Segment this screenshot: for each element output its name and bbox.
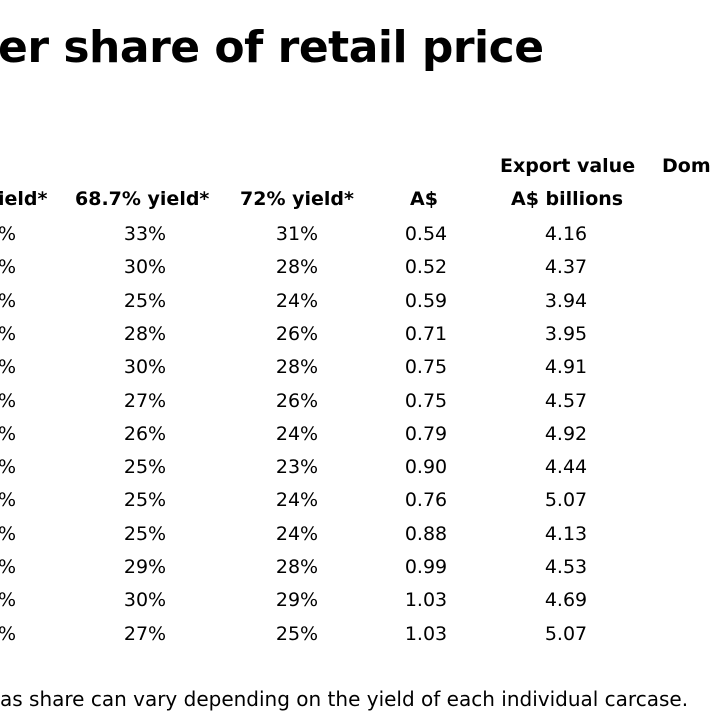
table-cell: 25% [123, 489, 167, 512]
header-domestic-partial: Dom [662, 155, 711, 177]
footnote: as share can vary depending on the yield… [0, 687, 689, 711]
table-cell: % [0, 522, 16, 546]
table-cell: 4.57 [544, 389, 588, 412]
table-cell: 24% [275, 289, 319, 312]
table-cell: % [0, 389, 16, 413]
table-cell: 26% [275, 389, 319, 412]
table-cell: 5.07 [544, 489, 588, 512]
table-cell: 28% [275, 356, 319, 379]
table-cell: 0.99 [404, 556, 448, 578]
table-cell: 0.88 [404, 522, 448, 545]
table-cell: 25% [275, 622, 319, 645]
table-cell: 25% [123, 456, 167, 479]
table-cell: 25% [123, 289, 167, 312]
table-cell: 26% [123, 422, 167, 445]
table-cell: 26% [275, 322, 319, 345]
table-cell: 23% [275, 456, 319, 479]
table-cell: 27% [123, 389, 167, 412]
table-cell: % [0, 355, 16, 379]
table-cell: 0.54 [404, 223, 448, 245]
table-cell: 24% [275, 422, 319, 445]
header-aud-billions: A$ billions [511, 188, 624, 210]
table-cell: 0.52 [404, 256, 448, 279]
table-cell: 0.79 [404, 422, 448, 445]
table-cell: 28% [275, 556, 319, 578]
table-cell: 0.75 [404, 356, 448, 379]
table-cell: 29% [123, 556, 167, 578]
table-cell: % [0, 588, 16, 612]
table-cell: 0.71 [404, 322, 448, 345]
table-cell: 1.03 [404, 622, 448, 645]
table-cell: 30% [123, 589, 167, 612]
header-72-yield: 72% yield* [240, 188, 354, 210]
header-68-7-yield: 68.7% yield* [75, 188, 210, 210]
table-cell: 4.37 [544, 256, 588, 279]
table-cell: 0.75 [404, 389, 448, 412]
table-cell: 28% [123, 322, 167, 345]
table-cell: % [0, 289, 16, 313]
table-cell: 0.76 [404, 489, 448, 512]
page-title: er share of retail price [0, 22, 544, 73]
table-cell: 30% [123, 356, 167, 379]
table-cell: 1.03 [404, 589, 448, 612]
table-cell: % [0, 622, 16, 646]
table-cell: 3.94 [544, 289, 588, 312]
table-cell: 4.69 [544, 589, 588, 612]
table-cell: 27% [123, 622, 167, 645]
table-cell: 4.44 [544, 456, 588, 479]
table-cell: 4.92 [544, 422, 588, 445]
table-cell: % [0, 488, 16, 512]
table-cell: 5.07 [544, 622, 588, 645]
table-cell: 4.13 [544, 522, 588, 545]
table-cell: 24% [275, 522, 319, 545]
header-aud: A$ [410, 188, 438, 210]
table-cell: % [0, 322, 16, 346]
header-yield-partial: ield* [0, 188, 48, 210]
table-cell: 30% [123, 256, 167, 279]
table-cell: 0.90 [404, 456, 448, 479]
table-cell: % [0, 455, 16, 479]
table-cell: 0.59 [404, 289, 448, 312]
table-cell: % [0, 422, 16, 446]
table-cell: 28% [275, 256, 319, 279]
table-cell: % [0, 222, 16, 246]
table-cell: 4.16 [544, 223, 588, 245]
table-cell: 29% [275, 589, 319, 612]
header-export-value: Export value [500, 155, 636, 177]
table-cell: 31% [275, 223, 319, 245]
table-cell: % [0, 555, 16, 579]
table-cell: 3.95 [544, 322, 588, 345]
table-cell: 4.91 [544, 356, 588, 379]
table-cell: % [0, 255, 16, 279]
table-cell: 4.53 [544, 556, 588, 578]
table-cell: 24% [275, 489, 319, 512]
table-cell: 33% [123, 223, 167, 245]
table-cell: 25% [123, 522, 167, 545]
